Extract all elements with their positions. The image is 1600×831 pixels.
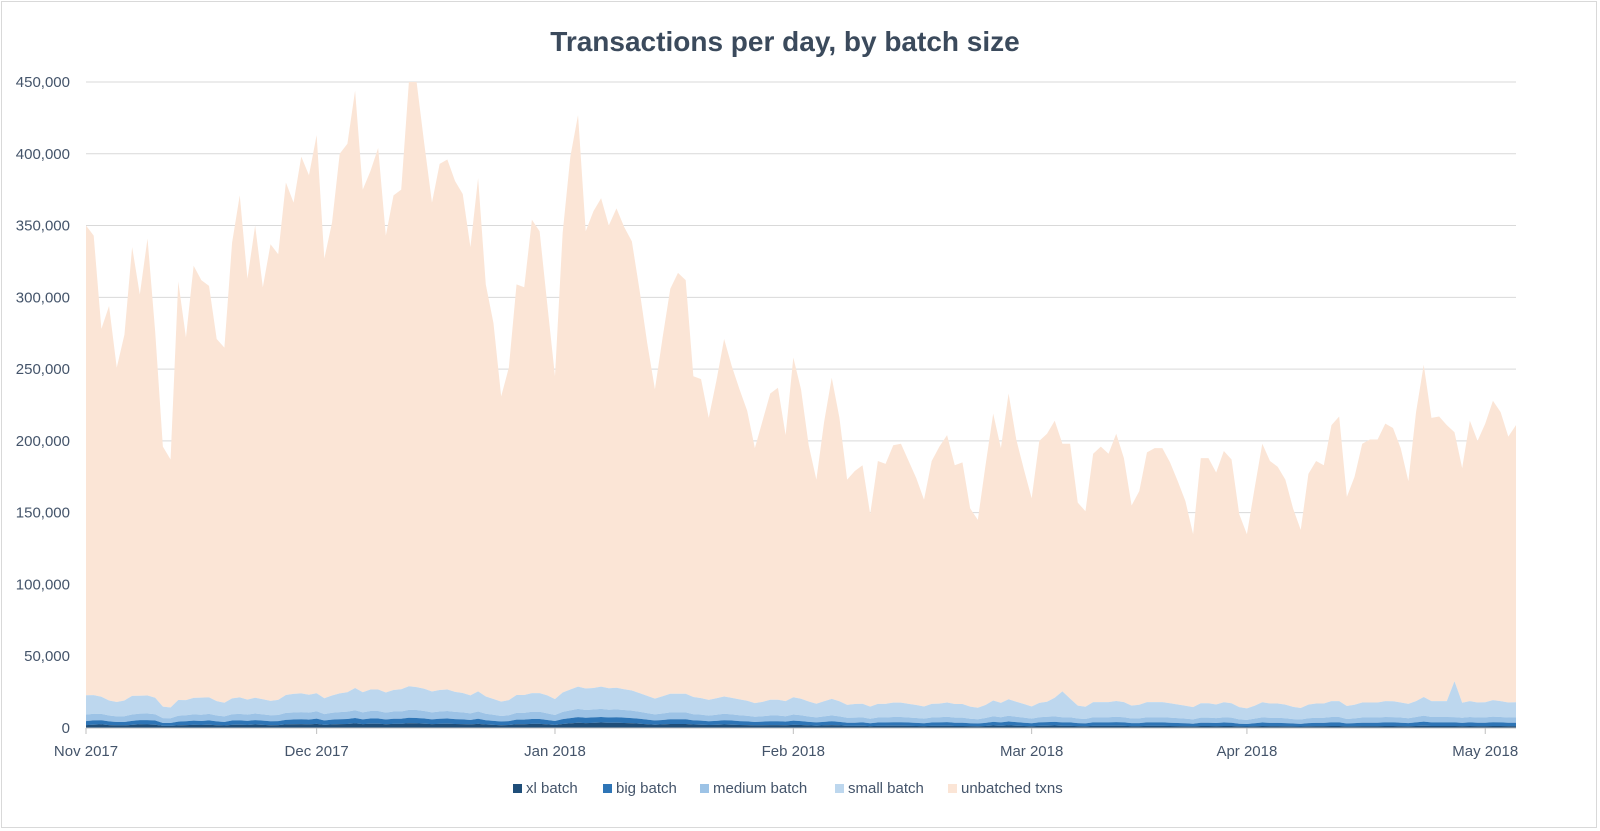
y-tick-label: 0 xyxy=(62,720,70,737)
legend-swatch-unbatched-txns xyxy=(948,784,957,793)
area-series xyxy=(86,82,1516,728)
legend-swatch-xl-batch xyxy=(513,784,522,793)
x-tick-label: May 2018 xyxy=(1452,743,1518,760)
area-xl-batch xyxy=(86,722,1516,728)
x-tick-label: Jan 2018 xyxy=(524,743,586,760)
y-tick-label: 400,000 xyxy=(16,146,70,163)
legend: xl batch big batch medium batch small batch… xyxy=(513,780,1063,797)
y-tick-label: 50,000 xyxy=(24,648,70,665)
y-tick-label: 100,000 xyxy=(16,576,70,593)
area-medium-batch xyxy=(86,708,1516,724)
y-tick-label: 300,000 xyxy=(16,289,70,306)
y-tick-label: 250,000 xyxy=(16,361,70,378)
area-small-batch xyxy=(86,681,1516,720)
legend-label-unbatched-txns: unbatched txns xyxy=(961,780,1063,797)
y-tick-label: 200,000 xyxy=(16,433,70,450)
x-tick-label: Feb 2018 xyxy=(762,743,825,760)
legend-swatch-small-batch xyxy=(835,784,844,793)
legend-swatch-medium-batch xyxy=(700,784,709,793)
y-tick-label: 350,000 xyxy=(16,218,70,235)
x-tick-label: Nov 2017 xyxy=(54,743,118,760)
legend-label-xl-batch: xl batch xyxy=(526,780,578,797)
y-tick-label: 450,000 xyxy=(16,74,70,91)
x-tick-label: Mar 2018 xyxy=(1000,743,1063,760)
y-tick-label: 150,000 xyxy=(16,505,70,522)
area-big-batch xyxy=(86,716,1516,727)
axes: 0 50,000 100,000 150,000 200,000 250,000 300,0… xyxy=(16,74,1518,760)
legend-label-medium-batch: medium batch xyxy=(713,780,807,797)
x-tick-label: Apr 2018 xyxy=(1216,743,1277,760)
legend-swatch-big-batch xyxy=(603,784,612,793)
area-unbatched-txns xyxy=(86,82,1516,709)
x-tick-label: Dec 2017 xyxy=(285,743,349,760)
legend-label-small-batch: small batch xyxy=(848,780,924,797)
legend-label-big-batch: big batch xyxy=(616,780,677,797)
chart-title: Transactions per day, by batch size xyxy=(550,26,1019,57)
